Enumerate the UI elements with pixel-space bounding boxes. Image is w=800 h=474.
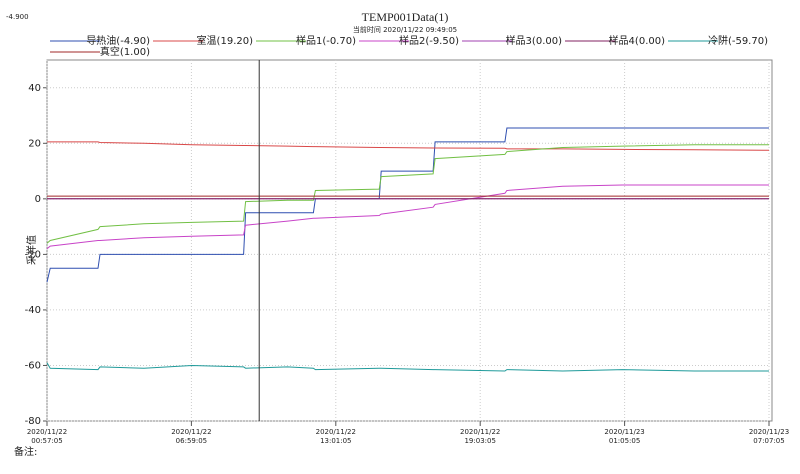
x-tick-label: 2020/11/22 13:01:05 (316, 428, 356, 445)
cursor-value: -4.900 (6, 13, 29, 21)
note: 备注: (14, 445, 37, 458)
y-tick-label: -80 (25, 416, 41, 427)
legend-label: 样品2(-9.50) (399, 34, 459, 47)
legend-label: 样品1(-0.70) (296, 34, 356, 47)
x-tick-label: 2020/11/23 01:05:05 (604, 428, 644, 445)
legend-label: 样品3(0.00) (506, 34, 563, 47)
legend-label: 真空(1.00) (100, 45, 150, 58)
legend-label: 室温(19.20) (197, 34, 254, 47)
legend-label: 样品4(0.00) (609, 34, 666, 47)
chart-title: TEMP001Data(1) (362, 10, 449, 24)
y-tick-label: 20 (28, 138, 41, 149)
y-tick-label: -60 (25, 360, 41, 371)
y-tick-label: -20 (25, 249, 41, 260)
y-tick-label: -40 (25, 305, 41, 316)
x-tick-label: 2020/11/22 06:59:05 (171, 428, 211, 445)
y-tick-label: 40 (28, 83, 41, 94)
y-axis-label: 采样值 (25, 235, 38, 265)
y-tick-label: 0 (35, 194, 41, 205)
x-tick-label: 2020/11/22 19:03:05 (460, 428, 500, 445)
chart-subtitle: 当前时间 2020/11/22 09:49:05 (353, 25, 457, 34)
legend-label: 冷阱(-59.70) (708, 34, 768, 47)
legend-label: 导热油(-4.90) (86, 34, 150, 47)
series-line (46, 184, 769, 250)
x-tick-label: 2020/11/23 07:07:05 (749, 428, 789, 445)
series-line (46, 144, 769, 244)
series-line (46, 362, 769, 372)
x-tick-label: 2020/11/22 00:57:05 (27, 428, 67, 445)
